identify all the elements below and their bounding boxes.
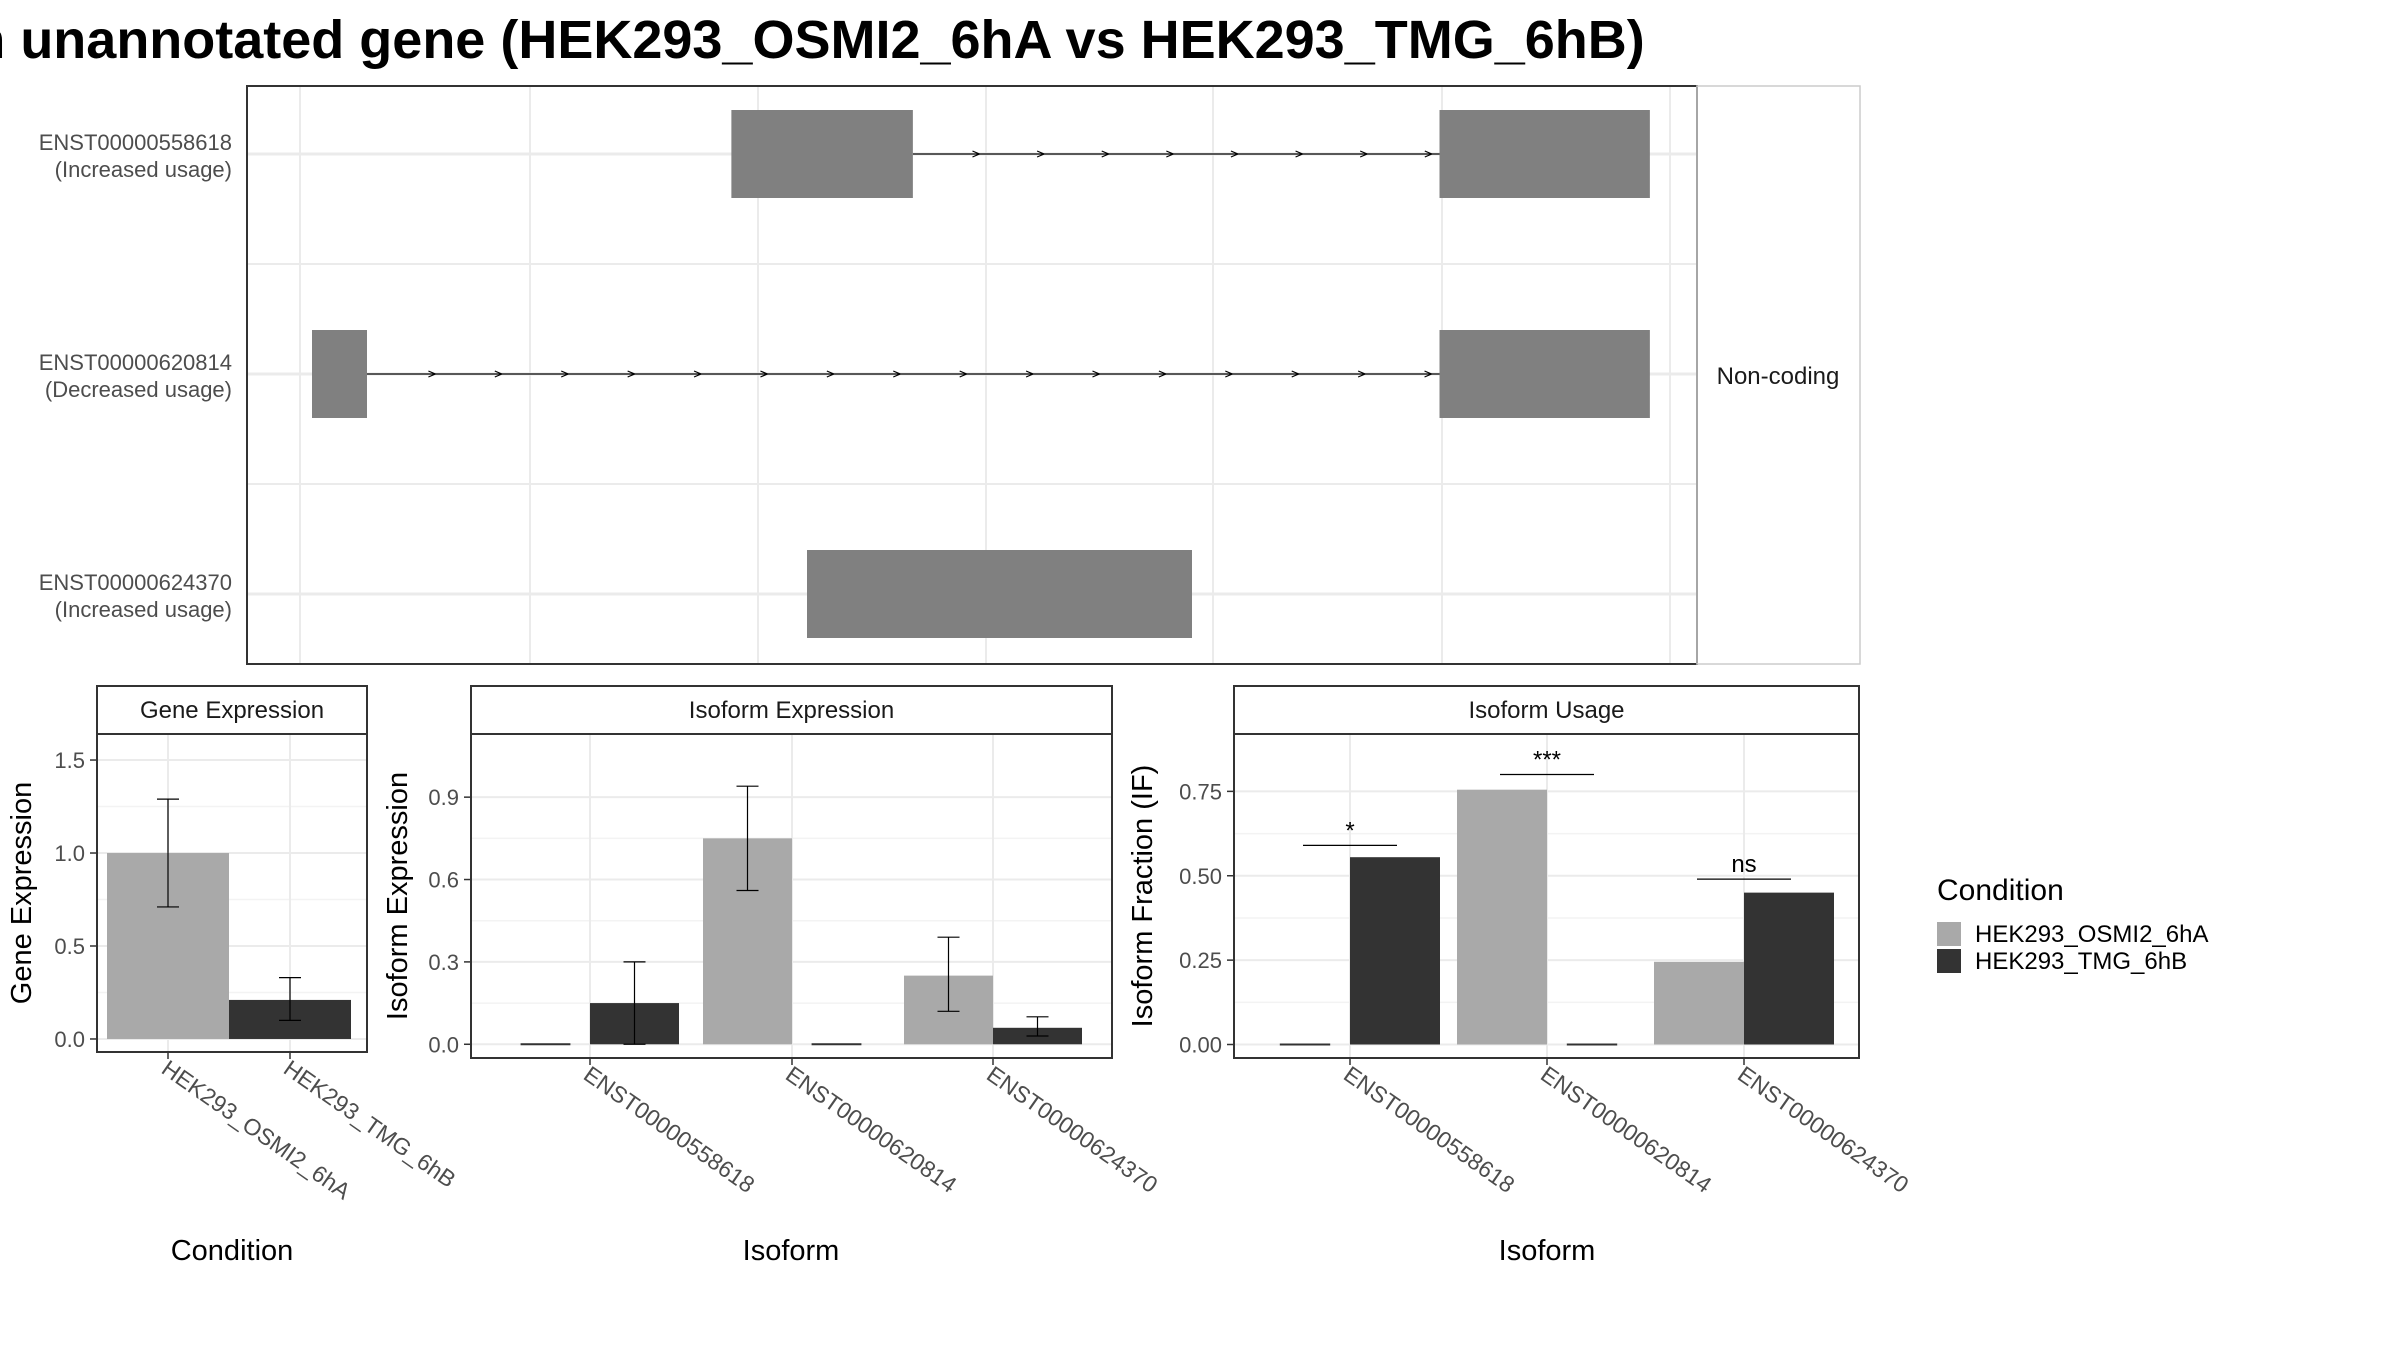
intron-arrow <box>428 370 437 378</box>
intron-arrow <box>1092 370 1102 378</box>
intron-arrow <box>1424 370 1434 378</box>
intron-arrow <box>627 370 637 378</box>
intron-arrow <box>1291 370 1301 378</box>
exon <box>312 330 367 418</box>
intron-arrow <box>1158 370 1168 378</box>
side-strip-label: Non-coding <box>1717 363 1840 390</box>
y-tick-label: 0.0 <box>428 1032 459 1057</box>
legend-item-label: HEK293_OSMI2_6hA <box>1975 921 2208 948</box>
transcript-ENST00000558618: ENST00000558618 (Increased usage) <box>39 110 1650 198</box>
intron-arrow <box>959 370 969 378</box>
intron-arrow <box>826 370 836 378</box>
transcript-label: ENST00000624370 (Increased usage) <box>39 570 232 622</box>
strip-label: Isoform Expression <box>689 697 894 724</box>
y-tick-label: 0.9 <box>428 785 459 810</box>
x-tick-label: ENST00000624370 <box>1733 1061 1913 1198</box>
x-tick-label: ENST00000624370 <box>982 1061 1162 1198</box>
bar-panel-2: 0.0 0.3 0.6 0.9 Isoform Expression ENST000005… <box>382 685 1163 1267</box>
intron-arrow <box>1036 150 1046 158</box>
figure-title: Isoform switch in unannotated gene (HEK2… <box>0 10 1645 70</box>
y-tick-label: 0.3 <box>428 950 459 975</box>
strip-header <box>96 685 368 735</box>
x-axis-title: Isoform <box>743 1235 840 1267</box>
bar-HEK293_OSMI2_6hA-ENST00000620814 <box>1457 789 1547 1045</box>
exon <box>731 110 913 198</box>
y-axis-title: Isoform Expression <box>382 772 414 1020</box>
transcript-ENST00000620814: ENST00000620814 (Decreased usage) <box>39 330 1650 418</box>
y-tick-label: 1.0 <box>54 841 85 866</box>
intron-arrow <box>893 370 902 378</box>
transcript-label: ENST00000620814 (Decreased usage) <box>39 350 232 402</box>
bar-HEK293_OSMI2_6hA-ENST00000624370 <box>1654 961 1744 1045</box>
y-tick-label: 0.25 <box>1179 948 1222 973</box>
y-tick-label: 0.00 <box>1179 1033 1222 1058</box>
intron-arrow <box>1025 370 1035 378</box>
significance-label: ns <box>1731 851 1756 878</box>
bar-HEK293_TMG_6hB-ENST00000624370 <box>1744 892 1834 1045</box>
y-tick-label: 0.75 <box>1179 779 1222 804</box>
legend-swatch <box>1937 922 1961 946</box>
intron-arrow <box>1357 370 1367 378</box>
intron-arrow <box>1101 150 1111 158</box>
y-tick-label: 0.50 <box>1179 864 1222 889</box>
intron-arrow <box>1230 150 1240 158</box>
intron-arrow <box>1225 370 1234 378</box>
exon <box>1439 330 1650 418</box>
x-tick-label: ENST00000620814 <box>781 1061 962 1198</box>
intron-arrow <box>1295 150 1305 158</box>
strip-label: Gene Expression <box>140 697 324 724</box>
intron-arrow <box>560 370 570 378</box>
x-tick-label: ENST00000620814 <box>1536 1061 1717 1198</box>
x-tick-label: ENST00000558618 <box>1339 1061 1519 1198</box>
intron-arrow <box>1359 150 1369 158</box>
gene-structure-panel: ENST00000558618 (Increased usage) ENST0000… <box>39 85 1861 665</box>
exon <box>1439 110 1650 198</box>
y-axis-title: Gene Expression <box>6 782 38 1004</box>
legend-item-label: HEK293_TMG_6hB <box>1975 948 2187 975</box>
intron-arrow <box>1166 150 1175 158</box>
intron-arrow <box>494 370 504 378</box>
intron-arrow <box>972 150 982 158</box>
transcript-ENST00000624370: ENST00000624370 (Increased usage) <box>39 550 1192 638</box>
legend-swatch <box>1937 949 1961 973</box>
intron-arrow <box>760 370 769 378</box>
intron-arrow <box>1424 150 1434 158</box>
y-axis-title: Isoform Fraction (IF) <box>1127 765 1159 1028</box>
x-axis-title: Condition <box>171 1235 294 1267</box>
x-tick-label: ENST00000558618 <box>579 1061 759 1198</box>
y-tick-label: 0.6 <box>428 868 459 893</box>
side-strip <box>1696 85 1861 665</box>
legend-title: Condition <box>1937 874 2064 907</box>
x-axis-title: Isoform <box>1499 1235 1596 1267</box>
exon <box>807 550 1192 638</box>
bar-HEK293_TMG_6hB-ENST00000558618 <box>1350 857 1440 1045</box>
y-tick-label: 1.5 <box>54 748 85 773</box>
y-tick-label: 0.0 <box>54 1027 85 1052</box>
intron-arrow <box>693 370 703 378</box>
y-tick-label: 0.5 <box>54 934 85 959</box>
strip-header <box>1233 685 1860 735</box>
transcript-label: ENST00000558618 (Increased usage) <box>39 130 232 182</box>
strip-label: Isoform Usage <box>1468 697 1624 724</box>
strip-header <box>470 685 1113 735</box>
significance-label: *** <box>1533 747 1561 774</box>
significance-label: * <box>1345 817 1354 844</box>
